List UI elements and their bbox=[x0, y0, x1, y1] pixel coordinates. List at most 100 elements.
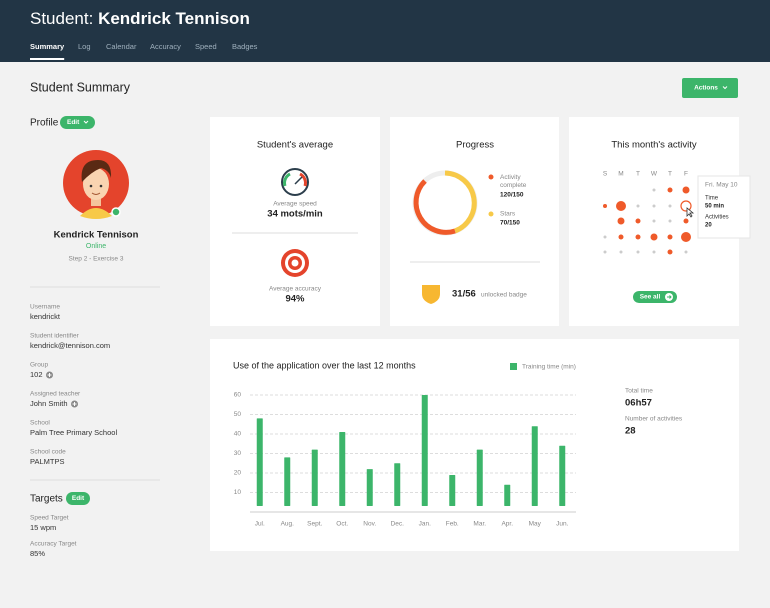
bar bbox=[284, 457, 291, 506]
field-value: 85% bbox=[30, 549, 45, 558]
hair bbox=[81, 160, 112, 182]
gauge-arc bbox=[283, 172, 291, 187]
dot bbox=[681, 232, 691, 242]
x-tick-label: Nov. bbox=[363, 521, 376, 528]
actions-button[interactable]: Actions bbox=[682, 78, 738, 98]
tooltip-bg bbox=[697, 175, 751, 239]
legend-label: Activity complete bbox=[500, 174, 527, 189]
x-tick-label: Jun. bbox=[556, 521, 568, 528]
dot bbox=[683, 218, 689, 224]
accuracy-value: 94% bbox=[285, 294, 305, 305]
title-prefix: Student: bbox=[30, 9, 93, 28]
speed-value: 34 mots/min bbox=[267, 209, 323, 220]
dot bbox=[682, 186, 690, 194]
button-bg bbox=[633, 291, 677, 303]
badge-icon bbox=[422, 285, 440, 304]
dot-selected[interactable] bbox=[680, 200, 692, 212]
stat-value: 06h57 bbox=[625, 398, 652, 409]
tab[interactable]: Accuracy bbox=[150, 42, 181, 51]
bar-chart: 10 20 30 40 50 60 Training time (min) Jul. Aug. S… bbox=[234, 363, 576, 528]
field-label: School bbox=[30, 420, 50, 427]
tab[interactable]: Summary bbox=[30, 42, 65, 51]
x-tick-label: Feb. bbox=[446, 521, 459, 528]
dot bbox=[652, 250, 656, 254]
donut-arc bbox=[413, 179, 456, 235]
field-value: PALMTPS bbox=[30, 457, 64, 466]
eye bbox=[89, 184, 93, 188]
x-tick-label: Apr. bbox=[501, 521, 513, 528]
day-label: W bbox=[651, 171, 658, 178]
dot bbox=[617, 217, 625, 225]
dot bbox=[619, 250, 623, 254]
button-label: See all bbox=[640, 294, 661, 301]
dot bbox=[668, 204, 672, 208]
shirt bbox=[80, 208, 112, 219]
x-tick-label: Dec. bbox=[391, 521, 405, 528]
card-title: Progress bbox=[456, 140, 494, 151]
stat-label: Number of activities bbox=[625, 416, 683, 423]
dot bbox=[668, 219, 672, 223]
field-value: John Smith bbox=[30, 399, 68, 408]
legend-swatch bbox=[510, 363, 517, 370]
bar bbox=[394, 463, 401, 506]
add-glyph bbox=[47, 373, 52, 377]
bar bbox=[421, 395, 428, 506]
stat-value: 28 bbox=[625, 426, 636, 437]
field-label: Speed Target bbox=[30, 515, 69, 522]
legend-dot bbox=[488, 211, 494, 217]
header-bar bbox=[0, 0, 770, 62]
dot bbox=[603, 204, 607, 208]
tab-underline bbox=[30, 58, 65, 60]
bar bbox=[256, 418, 263, 506]
tab[interactable]: Badges bbox=[232, 42, 258, 51]
day-label: S bbox=[603, 171, 608, 178]
cursor bbox=[686, 207, 695, 218]
targets-heading: Targets bbox=[30, 494, 63, 505]
tab[interactable]: Calendar bbox=[106, 42, 137, 51]
progress-donut bbox=[412, 170, 478, 236]
x-tick-label: Aug. bbox=[281, 521, 295, 528]
tooltip-value: 50 min bbox=[705, 204, 724, 210]
tab[interactable]: Log bbox=[78, 42, 91, 51]
ring bbox=[291, 259, 299, 267]
field-label: School code bbox=[30, 449, 66, 456]
chart-title: Use of the application over the last 12 … bbox=[233, 360, 416, 370]
card-title: Student's average bbox=[257, 140, 333, 151]
card-title: This month's activity bbox=[611, 140, 696, 151]
field-label: Username bbox=[30, 304, 60, 311]
tab[interactable]: Speed bbox=[195, 42, 217, 51]
status: Online bbox=[86, 243, 106, 250]
bar bbox=[449, 474, 456, 506]
online-dot bbox=[111, 207, 121, 217]
speed-label: Average speed bbox=[273, 201, 317, 208]
field-value: 15 wpm bbox=[30, 523, 56, 532]
dot bbox=[667, 249, 673, 255]
add-glyph bbox=[72, 402, 77, 406]
edit-button[interactable]: Edit bbox=[60, 116, 95, 129]
dot bbox=[684, 250, 688, 254]
dot bbox=[635, 234, 641, 240]
edit-button[interactable]: Edit bbox=[66, 492, 90, 505]
dot bbox=[635, 218, 641, 224]
bar bbox=[504, 484, 511, 506]
accuracy-label: Average accuracy bbox=[269, 286, 322, 293]
badges-count: 31/56 bbox=[452, 289, 476, 300]
y-tick-label: 10 bbox=[234, 489, 242, 496]
day-label: T bbox=[636, 171, 640, 178]
card bbox=[210, 117, 380, 326]
legend-label: Stars bbox=[500, 211, 516, 218]
badges-label: unlocked badge bbox=[481, 292, 527, 299]
eye bbox=[99, 184, 103, 188]
dot bbox=[652, 219, 656, 223]
dot bbox=[652, 188, 656, 192]
mouth bbox=[91, 192, 101, 195]
donut-arc bbox=[444, 170, 477, 234]
see-all-button[interactable]: See all bbox=[633, 291, 677, 303]
usage-stats: Total time 06h57 Number of activities 28 bbox=[625, 388, 683, 437]
dot bbox=[636, 204, 640, 208]
arrow bbox=[667, 295, 672, 299]
x-tick-label: May bbox=[529, 521, 542, 528]
